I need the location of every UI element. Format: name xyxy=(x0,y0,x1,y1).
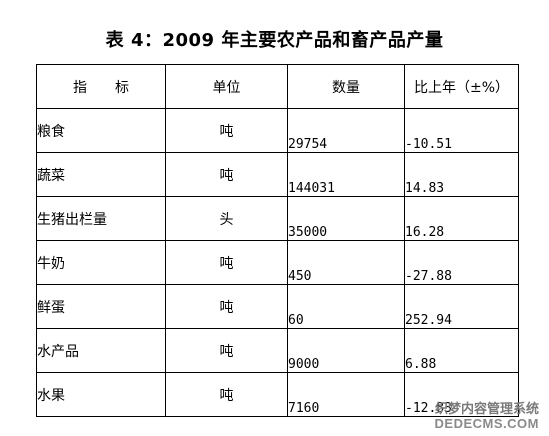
watermark-line2: DEDECMS.COM xyxy=(434,416,539,432)
row-name: 水果 xyxy=(36,372,166,417)
row-change: 16.28 xyxy=(404,196,519,241)
row-quantity: 29754 xyxy=(287,108,405,153)
row-unit: 吨 xyxy=(165,284,288,329)
header-change: 比上年（±%） xyxy=(404,64,519,109)
row-unit: 吨 xyxy=(165,372,288,417)
row-quantity: 144031 xyxy=(287,152,405,197)
row-change: 252.94 xyxy=(404,284,519,329)
table-row: 鲜蛋 吨 60 252.94 xyxy=(36,284,519,329)
row-name: 鲜蛋 xyxy=(36,284,166,329)
table-row: 粮食 吨 29754 -10.51 xyxy=(36,108,519,153)
row-name: 水产品 xyxy=(36,328,166,373)
table-row: 牛奶 吨 450 -27.88 xyxy=(36,240,519,285)
row-change: -10.51 xyxy=(404,108,519,153)
row-unit: 吨 xyxy=(165,328,288,373)
row-change: -27.88 xyxy=(404,240,519,285)
row-quantity: 60 xyxy=(287,284,405,329)
row-name: 粮食 xyxy=(36,108,166,153)
row-unit: 吨 xyxy=(165,108,288,153)
table-row: 水果 吨 7160 -12.83 xyxy=(36,372,519,417)
row-unit: 头 xyxy=(165,196,288,241)
row-unit: 吨 xyxy=(165,240,288,285)
row-change: 6.88 xyxy=(404,328,519,373)
header-row: 指 标 单位 数量 比上年（±%） xyxy=(36,64,519,109)
row-quantity: 35000 xyxy=(287,196,405,241)
row-change: -12.83 xyxy=(404,372,519,417)
watermark: 织梦内容管理系统 DEDECMS.COM xyxy=(434,401,539,432)
row-quantity: 7160 xyxy=(287,372,405,417)
production-table: 指 标 单位 数量 比上年（±%） 粮食 吨 29754 -10.51 蔬菜 吨… xyxy=(36,64,519,417)
table-row: 蔬菜 吨 144031 14.83 xyxy=(36,152,519,197)
row-unit: 吨 xyxy=(165,152,288,197)
row-change: 14.83 xyxy=(404,152,519,197)
table-row: 水产品 吨 9000 6.88 xyxy=(36,328,519,373)
row-name: 蔬菜 xyxy=(36,152,166,197)
row-name: 生猪出栏量 xyxy=(36,196,166,241)
header-quantity: 数量 xyxy=(287,64,405,109)
table-row: 生猪出栏量 头 35000 16.28 xyxy=(36,196,519,241)
watermark-line1: 织梦内容管理系统 xyxy=(434,401,539,417)
row-quantity: 9000 xyxy=(287,328,405,373)
row-name: 牛奶 xyxy=(36,240,166,285)
header-unit: 单位 xyxy=(165,64,288,109)
table-title: 表 4：2009 年主要农产品和畜产品产量 xyxy=(105,30,444,51)
row-quantity: 450 xyxy=(287,240,405,285)
header-indicator: 指 标 xyxy=(36,64,166,109)
